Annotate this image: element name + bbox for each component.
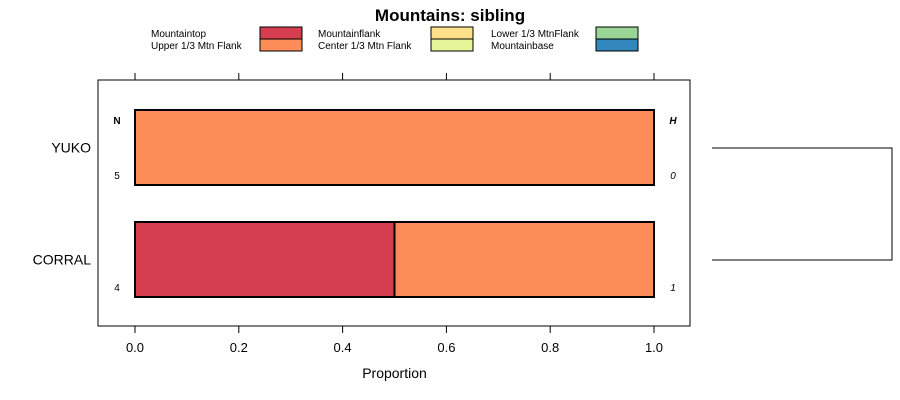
plot-frame [97,79,691,327]
bar-corral-upper-1-3-mtn-flank [393,221,655,298]
h-header: H [669,116,677,127]
n-header: N [113,116,120,127]
legend-label-upper-1-3-mtn-flank: Upper 1/3 Mtn Flank [151,41,243,52]
category-label-corral: CORRAL [33,252,92,268]
category-label-yuko: YUKO [51,140,91,156]
x-tick-label: 0.0 [126,340,144,355]
n-value-yuko: 5 [114,171,120,182]
h-value-corral: 1 [670,283,676,294]
legend-label-mountainflank: Mountainflank [318,29,381,40]
side-labels: N H 5 0 4 1 [113,116,677,294]
legend-swatch-mountainbase [595,38,639,52]
legend-label-mountainbase: Mountainbase [491,41,554,52]
x-tick-label: 0.2 [230,340,248,355]
bars: YUKO CORRAL [33,109,655,298]
legend-label-lower-1-3-mtnflank: Lower 1/3 MtnFlank [491,29,580,40]
x-tick-label: 1.0 [645,340,663,355]
legend-label-center-1-3-mtn-flank: Center 1/3 Mtn Flank [318,41,412,52]
legend-swatch-lower-1-3-mtnflank [595,26,639,40]
legend-swatch-mountainflank [430,26,474,40]
chart-title: Mountains: sibling [375,6,525,25]
legend-swatch-mountaintop [259,26,303,40]
x-tick-label: 0.6 [437,340,455,355]
x-tick-label: 0.4 [334,340,352,355]
x-tick-label: 0.8 [541,340,559,355]
x-axis: 0.0 0.2 0.4 0.6 0.8 1.0 [126,73,663,355]
h-value-yuko: 0 [670,171,676,182]
legend-swatch-upper-1-3-mtn-flank [259,38,303,52]
dendrogram [712,147,893,261]
bar-yuko-upper-1-3-mtn-flank [134,109,655,186]
bar-corral-mountaintop [134,221,396,298]
legend-label-mountaintop: Mountaintop [151,29,206,40]
legend-swatch-center-1-3-mtn-flank [430,38,474,52]
n-value-corral: 4 [114,283,120,294]
x-axis-label: Proportion [362,365,427,381]
